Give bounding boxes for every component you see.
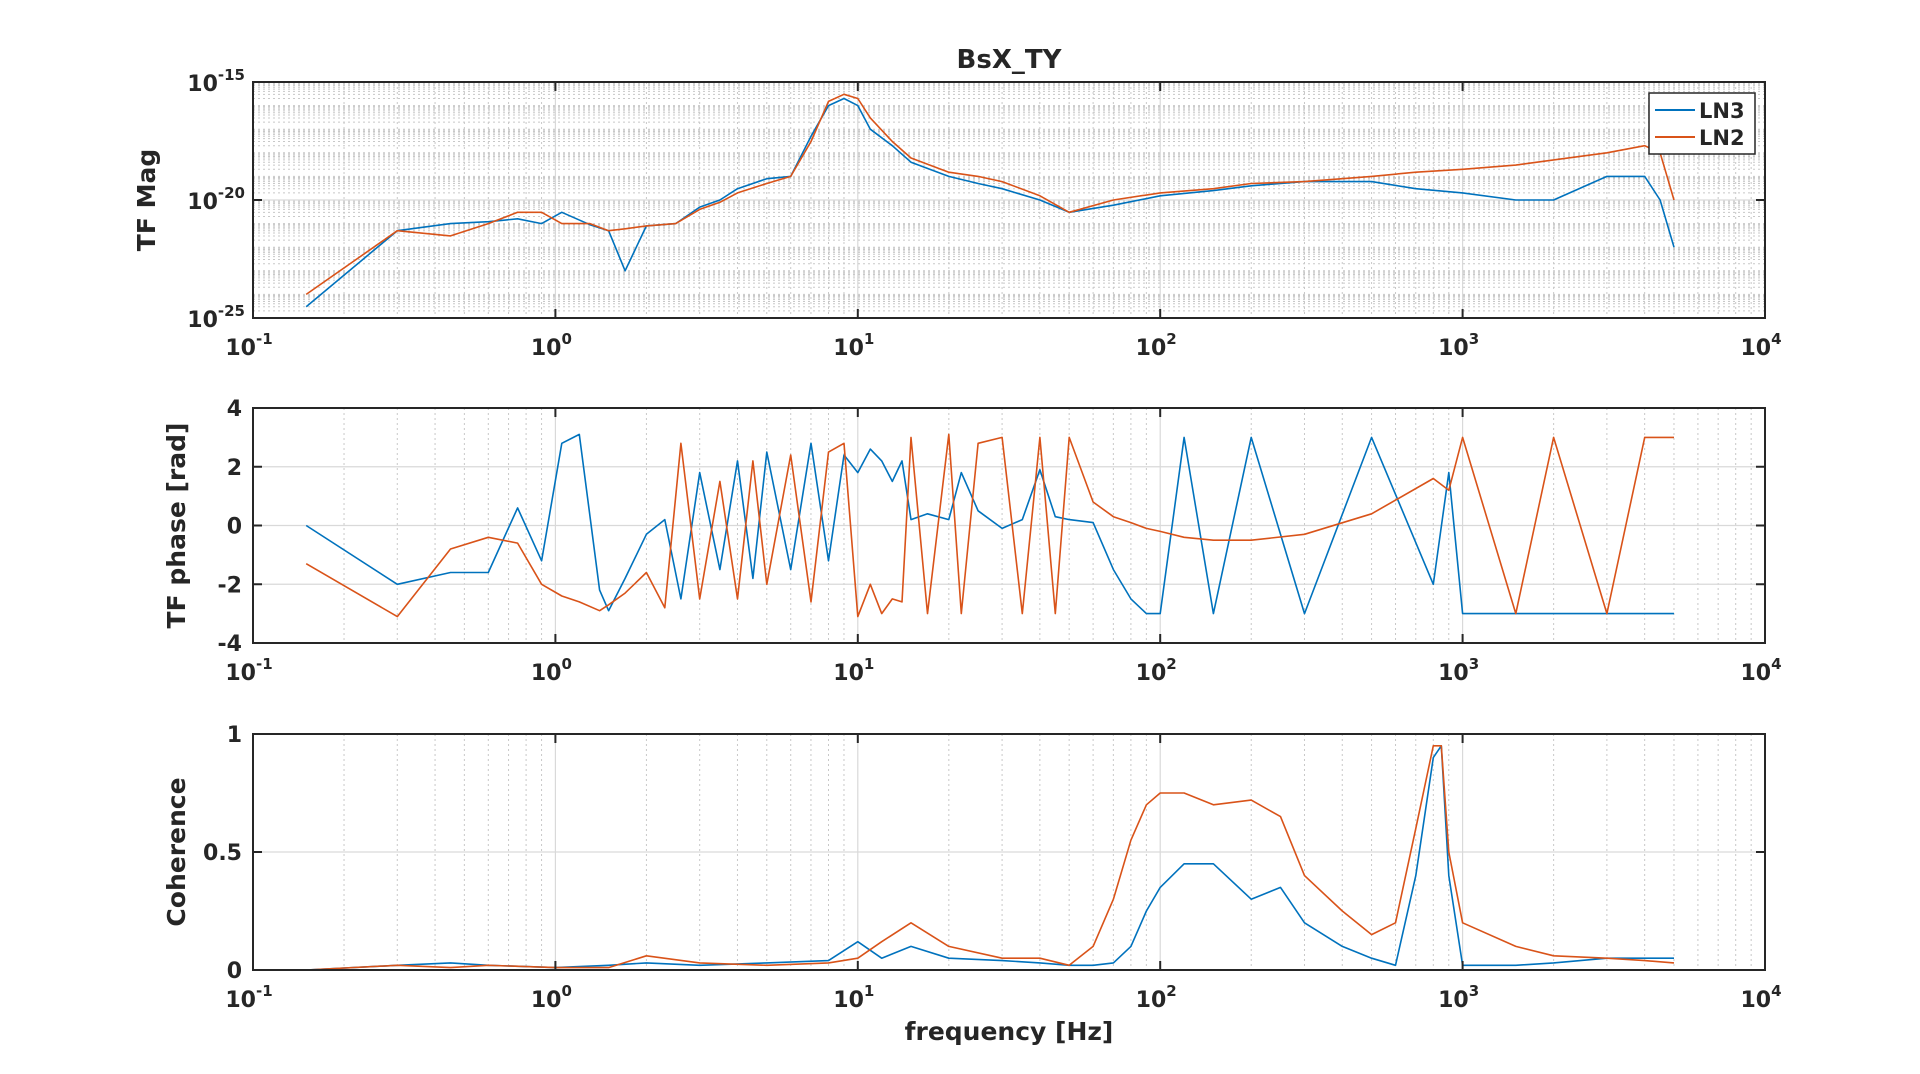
legend-label-ln3: LN3: [1699, 99, 1745, 123]
x-tick-label: 101: [833, 330, 874, 361]
series-line-ln2: [305, 433, 1674, 618]
series-line-ln2: [306, 744, 1675, 971]
magnitude-subplot: 10-1 100 101 102 103 104 10-25 10-20 10-15 TF Mag…: [132, 66, 1782, 361]
y-tick-label: -2: [218, 573, 242, 598]
x-tick-label: 102: [1136, 655, 1177, 686]
series-line-ln3: [305, 97, 1675, 308]
x-tick-label: 101: [833, 982, 874, 1013]
x-tick-label: 100: [531, 330, 572, 361]
x-tick-label: 10-1: [225, 655, 272, 686]
coherence-subplot: 10-1 100 101 102 103 104 0 0.5 1 Coherence frequen…: [162, 723, 1782, 1046]
x-tick-label: 103: [1438, 655, 1479, 686]
x-tick-label: 101: [833, 655, 874, 686]
x-axis-label: frequency [Hz]: [905, 1017, 1114, 1046]
legend-box: [1648, 92, 1756, 155]
y-axis-label: Coherence: [162, 777, 191, 926]
series-line-ln3: [306, 744, 1674, 971]
legend-label-ln2: LN2: [1699, 126, 1745, 150]
y-axis-label: TF phase [rad]: [162, 423, 191, 629]
figure-title: BsX_TY: [957, 45, 1063, 75]
x-tick-label: 100: [531, 982, 572, 1013]
x-tick-label: 10-1: [225, 982, 272, 1013]
y-tick-label: 0: [227, 959, 242, 984]
y-tick-label: 10-15: [187, 66, 245, 97]
y-tick-label: 0: [227, 515, 242, 540]
series-line-ln3: [305, 433, 1674, 615]
y-tick-label: -4: [218, 632, 242, 657]
x-tick-label: 103: [1438, 330, 1479, 361]
x-tick-label: 104: [1740, 330, 1781, 361]
y-tick-label: 1: [227, 723, 242, 748]
x-tick-label: 102: [1136, 982, 1177, 1013]
x-tick-label: 103: [1438, 982, 1479, 1013]
x-tick-label: 104: [1740, 982, 1781, 1013]
x-tick-label: 10-1: [225, 330, 272, 361]
phase-subplot: 10-1 100 101 102 103 104 -4 -2 0 2 4 TF phase [rad]: [162, 397, 1782, 686]
y-tick-label: 0.5: [203, 841, 242, 866]
y-tick-label: 4: [227, 397, 242, 422]
x-tick-label: 104: [1740, 655, 1781, 686]
y-tick-label: 10-25: [187, 302, 245, 333]
y-tick-label: 10-20: [187, 184, 245, 215]
x-tick-label: 102: [1136, 330, 1177, 361]
y-axis-label: TF Mag: [132, 149, 161, 251]
series-line-ln2: [305, 93, 1675, 296]
y-tick-label: 2: [227, 456, 242, 481]
x-tick-label: 100: [531, 655, 572, 686]
grid: [252, 81, 1765, 319]
